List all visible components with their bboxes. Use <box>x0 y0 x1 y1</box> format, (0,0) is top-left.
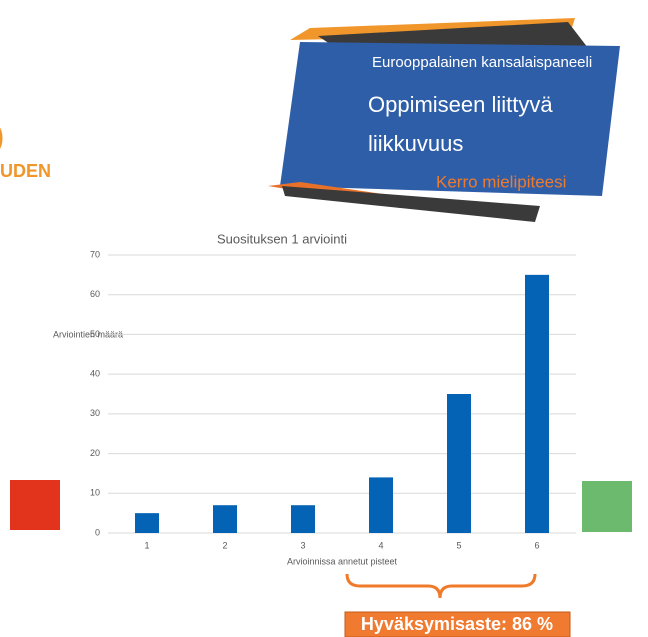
left-fragment: UDEN <box>0 161 51 181</box>
bar <box>213 505 237 533</box>
y-axis-label: Arviointien määrä <box>53 329 123 339</box>
x-axis-label: Arvioinnissa annetut pisteet <box>287 556 398 566</box>
bar <box>135 513 159 533</box>
y-tick-label: 50 <box>90 329 100 339</box>
y-tick-label: 70 <box>90 249 100 259</box>
x-tick-label: 2 <box>222 540 227 550</box>
x-tick-label: 1 <box>144 540 149 550</box>
bracket <box>345 573 537 599</box>
banner-kicker: Eurooppalainen kansalaispaneeli <box>372 54 592 71</box>
banner: Eurooppalainen kansalaispaneeli Oppimise… <box>268 18 620 222</box>
y-tick-label: 30 <box>90 408 100 418</box>
y-tick-label: 0 <box>95 527 100 537</box>
bar <box>447 394 471 533</box>
banner-title: liikkuvuus <box>368 131 463 156</box>
x-tick-label: 6 <box>534 540 539 550</box>
y-tick-label: 10 <box>90 488 100 498</box>
bar <box>369 477 393 533</box>
banner-tagline: Kerro mielipiteesi <box>436 172 566 191</box>
bar <box>525 274 549 533</box>
banner-title: Oppimiseen liittyvä <box>368 92 553 117</box>
y-tick-label: 20 <box>90 448 100 458</box>
green-square <box>582 481 632 532</box>
banner-stripe <box>318 22 588 48</box>
x-tick-label: 3 <box>300 540 305 550</box>
red-square <box>10 480 60 530</box>
banner-stripe <box>282 186 540 222</box>
banner-panel <box>280 42 620 196</box>
chart-title: Suosituksen 1 arviointi <box>217 231 347 246</box>
x-tick-label: 4 <box>378 540 383 550</box>
bar <box>291 505 315 533</box>
result-label: Hyväksymisaste: 86 % <box>361 614 553 634</box>
left-fragment: ) <box>0 120 4 153</box>
y-tick-label: 40 <box>90 369 100 379</box>
y-tick-label: 60 <box>90 289 100 299</box>
result-box <box>344 611 571 637</box>
x-tick-label: 5 <box>456 540 461 550</box>
